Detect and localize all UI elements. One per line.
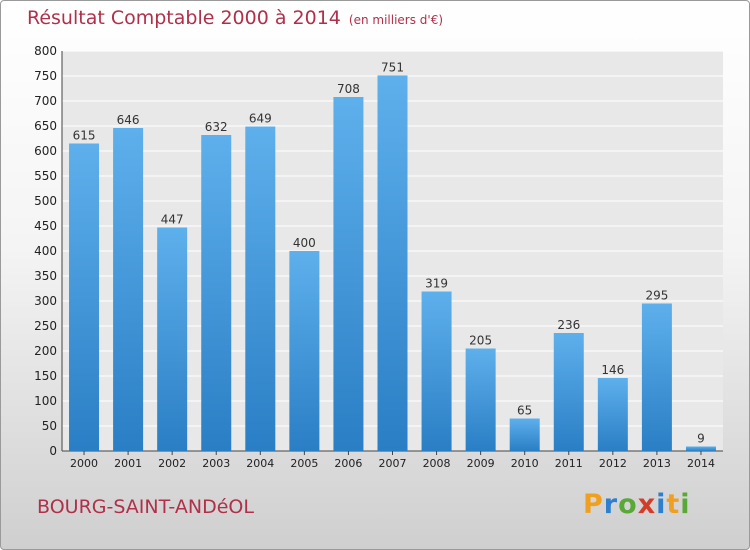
axis-layer: 0 50 100 150 200 250 300 350 400 450 500 550 600 650 7… [34,44,723,470]
bar-2001 [113,128,144,451]
y-tick-label: 600 [34,144,57,158]
data-label-2005: 400 [293,236,316,250]
x-tick-label-2005: 2005 [290,457,318,470]
chart-title-text: Résultat Comptable 2000 à 2014 [27,7,341,29]
bar-2005 [289,251,320,451]
bar-2003 [201,135,232,451]
x-tick-label-2002: 2002 [158,457,186,470]
bar-2014 [685,446,716,451]
y-tick-label: 50 [42,419,57,433]
y-tick-label: 700 [34,94,57,108]
x-tick-label-2012: 2012 [599,457,627,470]
bar-2008 [421,291,452,451]
x-tick-label-2001: 2001 [114,457,142,470]
data-label-2008: 319 [425,277,448,291]
data-label-2007: 751 [381,61,404,75]
bar-2004 [245,126,276,451]
bar-2013 [641,303,672,451]
label-layer: 615 646 447 632 649 400 708 751 319 205 65 236 146 29… [73,61,705,446]
data-label-2011: 236 [557,318,580,332]
x-tick-label-2004: 2004 [246,457,274,470]
y-tick-label: 0 [49,444,57,458]
y-tick-label: 200 [34,344,57,358]
x-tick-label-2009: 2009 [467,457,495,470]
town-name: BOURG-SAINT-ANDéOL [37,496,254,518]
x-tick-label-2014: 2014 [687,457,715,470]
chart-subtitle: (en milliers d'€) [348,13,444,27]
data-label-2001: 646 [117,113,140,127]
x-tick-label-2000: 2000 [70,457,98,470]
y-tick-label: 100 [34,394,57,408]
x-tick-label-2008: 2008 [423,457,451,470]
x-tick-label-2013: 2013 [643,457,671,470]
data-label-2000: 615 [73,129,96,143]
bar-layer [69,75,716,451]
data-label-2002: 447 [161,213,184,227]
y-tick-label: 350 [34,269,57,283]
data-label-2013: 295 [645,289,668,303]
x-tick-label-2007: 2007 [379,457,407,470]
y-tick-label: 300 [34,294,57,308]
bar-2010 [509,418,540,451]
y-tick-label: 250 [34,319,57,333]
y-tick-label: 650 [34,119,57,133]
data-label-2006: 708 [337,82,360,96]
y-tick-label: 550 [34,169,57,183]
data-label-2010: 65 [517,404,532,418]
bar-2011 [553,333,584,451]
y-tick-label: 500 [34,194,57,208]
y-tick-label: 750 [34,69,57,83]
y-tick-label: 450 [34,219,57,233]
y-tick-label: 400 [34,244,57,258]
x-tick-label-2011: 2011 [555,457,583,470]
x-tick-label-2010: 2010 [511,457,539,470]
x-tick-label-2003: 2003 [202,457,230,470]
bar-2000 [69,143,100,451]
data-label-2009: 205 [469,334,492,348]
x-tick-label-2006: 2006 [334,457,362,470]
chart-title: Résultat Comptable 2000 à 2014 (en millie… [27,7,443,29]
bar-2007 [377,75,408,451]
data-label-2004: 649 [249,112,272,126]
bar-2006 [333,97,364,451]
y-tick-label: 150 [34,369,57,383]
bar-2009 [465,348,496,451]
data-label-2014: 9 [697,432,705,446]
y-tick-label: 800 [34,44,57,58]
data-label-2003: 632 [205,120,228,134]
proxiti-logo: Proxiti [583,489,691,520]
bar-2012 [597,378,628,451]
bar-2002 [157,227,188,451]
data-label-2012: 146 [601,363,624,377]
